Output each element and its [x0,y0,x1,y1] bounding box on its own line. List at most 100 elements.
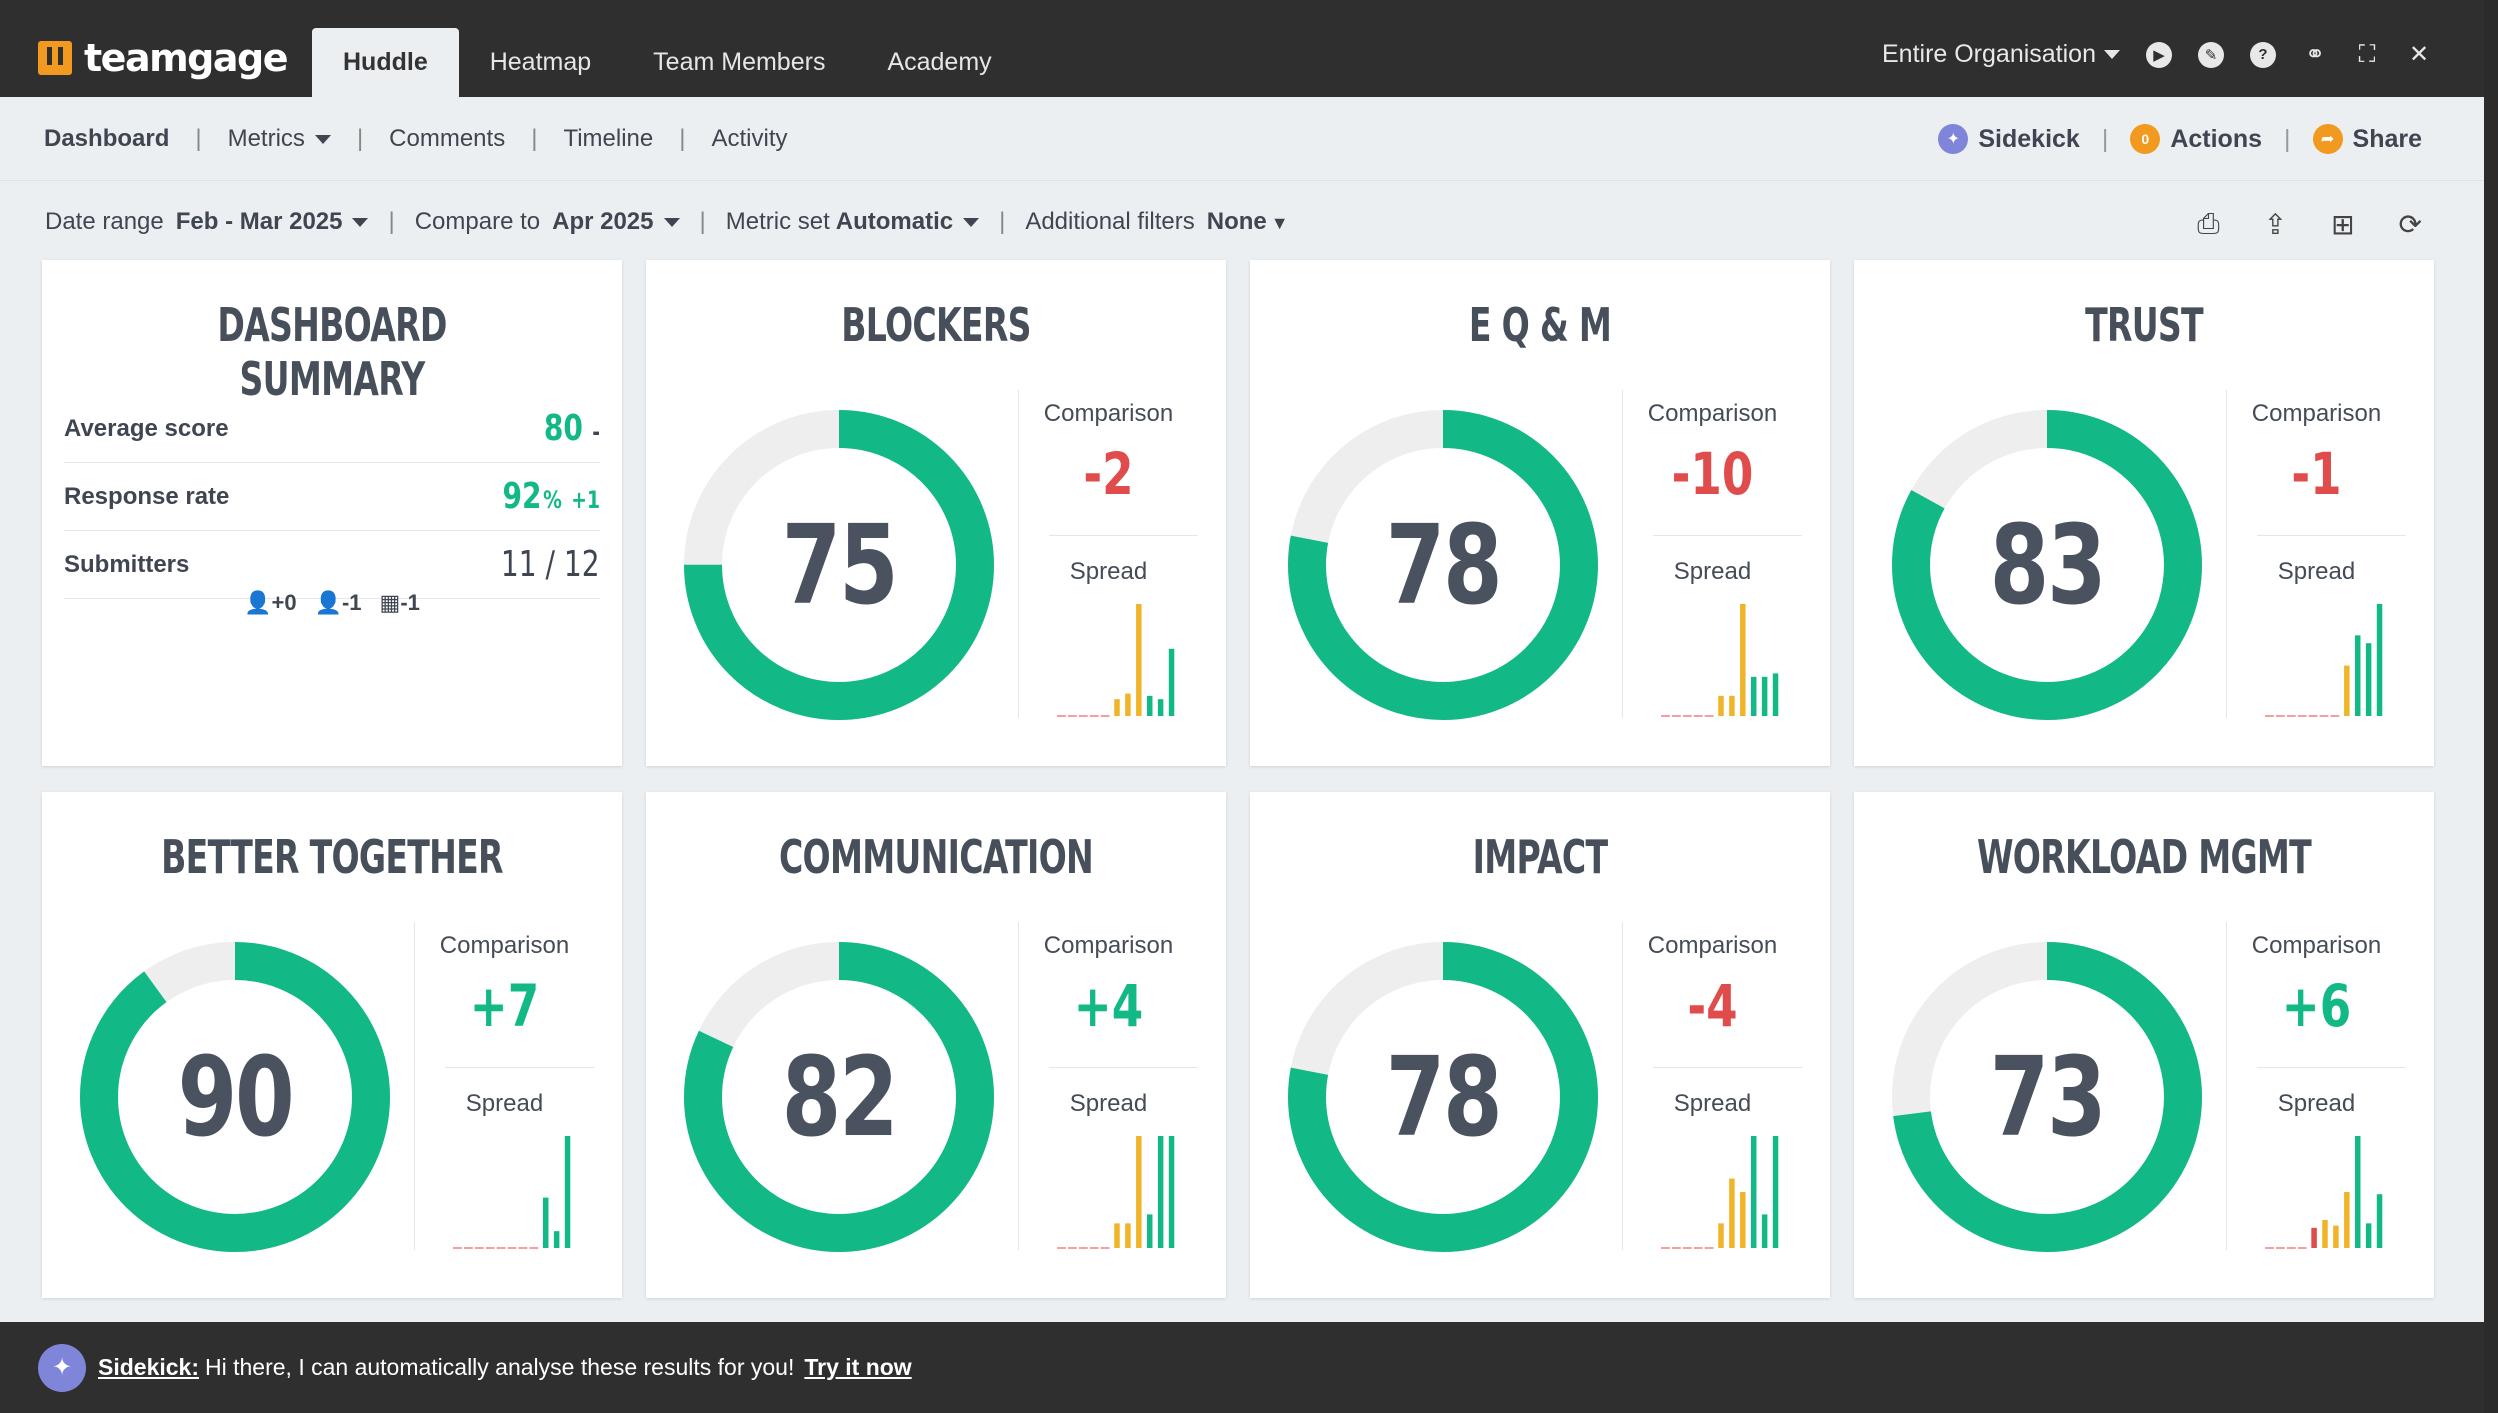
metric-title: BETTER TOGETHER [161,830,503,884]
spread-bar [564,1136,571,1248]
compare-value: Apr 2025 [552,208,654,235]
close-icon[interactable]: ✕ [2408,40,2430,68]
additional-filters[interactable]: Additional filters None ▼ [1025,208,1288,236]
chevron-down-icon [963,218,980,228]
actions-button[interactable]: 0 Actions [2130,124,2262,154]
comparison-value: -1 [2291,440,2342,508]
teamgage-logo-icon [38,41,72,75]
spread-bar [1146,695,1153,716]
logo[interactable]: teamgage [38,36,289,80]
metric-title: COMMUNICATION [778,830,1094,884]
dashboard-summary-card: DASHBOARD SUMMARY Average score 80 - Res… [42,260,622,766]
date-range-filter[interactable]: Date range Feb - Mar 2025 [45,208,369,236]
sidekick-avatar-icon: ✦ [38,1343,86,1392]
metric-card-eqm[interactable]: E Q & M 78 Comparison -10 Spread [1250,260,1830,766]
metric-card-communication[interactable]: COMMUNICATION 82 Comparison +4 Spread [646,792,1226,1298]
teams-icon[interactable]: ⊞ [2331,209,2355,240]
metric-side-panel: Comparison +4 Spread [1018,922,1198,1250]
refresh-icon[interactable]: ⟳ [2398,209,2422,240]
fullscreen-icon[interactable]: ⛶ [2358,40,2376,68]
sidekick-name[interactable]: Sidekick: [98,1354,199,1380]
metric-title: IMPACT [1472,830,1608,884]
members-removed: 👤-1 [315,590,362,616]
comparison-label: Comparison [1647,932,1778,959]
compare-filter[interactable]: Compare to Apr 2025 [415,208,680,236]
spread-bar [2376,604,2383,716]
subnav-items: Dashboard | Metrics | Comments | Timelin… [44,97,788,181]
response-rate-value-group: 92% +1 [503,476,600,517]
tab-heatmap[interactable]: Heatmap [489,48,592,76]
share-label: Share [2352,124,2422,153]
export-icon[interactable]: ⇪ [2263,209,2288,240]
comparison-label: Comparison [1043,932,1174,959]
play-icon[interactable]: ▶ [2146,41,2172,68]
metric-title: WORKLOAD MGMT [1976,830,2312,884]
chevron-down-icon [352,218,369,228]
metric-set-label: Metric set [725,208,830,235]
main-tabs: Huddle Heatmap Team Members Academy [312,28,1023,97]
filter-bar: Date range Feb - Mar 2025 | Compare to Apr… [0,182,2484,262]
subnav-activity[interactable]: Activity [711,125,788,152]
metric-card-trust[interactable]: TRUST 83 Comparison -1 Spread [1854,260,2434,766]
comparison-label: Comparison [1043,400,1174,427]
metric-side-panel: Comparison +7 Spread [414,922,594,1250]
metric-side-panel: Comparison -1 Spread [2226,390,2406,718]
sidekick-button[interactable]: ✦ Sidekick [1938,124,2080,154]
help-icon[interactable]: ? [2250,41,2276,68]
spread-bar [1718,695,1724,716]
metric-card-blockers[interactable]: BLOCKERS 75 Comparison -2 Spread [646,260,1226,766]
donut-score-arc [1288,942,1598,1252]
metric-title: BLOCKERS [841,298,1031,352]
submitters-label: Submitters [64,550,190,578]
date-range-value: Feb - Mar 2025 [175,208,343,235]
tab-team-members[interactable]: Team Members [653,48,826,76]
summary-footer: 👤+0 👤-1 ▦-1 [42,590,622,616]
tab-academy[interactable]: Academy [887,48,992,76]
comparison-value: -10 [1671,440,1754,508]
members-added: 👤+0 [244,590,297,616]
subnav-comments[interactable]: Comments [389,125,506,152]
subnav-metrics-label: Metrics [227,125,305,152]
spread-bar [1761,1214,1768,1248]
summary-title: DASHBOARD SUMMARY [217,298,447,406]
link-icon[interactable]: ⚭ [2304,40,2326,68]
metric-card-impact[interactable]: IMPACT 78 Comparison -4 Spread [1250,792,1830,1298]
metric-title: E Q & M [1468,298,1612,352]
tab-huddle[interactable]: Huddle [312,28,459,97]
print-icon[interactable]: ⎙ [2197,208,2220,239]
actions-count-badge: 0 [2130,124,2161,154]
compare-label: Compare to [414,208,541,235]
organisation-select[interactable]: Entire Organisation [1882,40,2120,69]
subnav-metrics[interactable]: Metrics [228,125,331,153]
chat-icon[interactable]: ✎ [2198,41,2224,68]
metric-side-panel: Comparison -2 Spread [1018,390,1198,718]
subnav-timeline[interactable]: Timeline [563,125,654,152]
share-button[interactable]: ➦ Share [2312,124,2422,154]
response-rate-unit: % [543,486,562,514]
metric-score: 75 [781,501,899,629]
try-it-now-link[interactable]: Try it now [804,1354,912,1380]
metric-card-workload-mgmt[interactable]: WORKLOAD MGMT 73 Comparison +6 Spread [1854,792,2434,1298]
spread-bar [2376,1194,2383,1248]
response-rate-value: 92 [502,476,542,517]
spread-bar [1750,676,1757,716]
spread-histogram [1661,604,1779,717]
subnav-dashboard[interactable]: Dashboard [44,125,170,152]
top-right-controls: Entire Organisation ▶ ✎ ? ⚭ ⛶ ✕ [1882,40,2432,69]
spread-bar [542,1197,549,1248]
metric-score: 82 [781,1033,899,1161]
spread-bar [553,1231,560,1248]
spread-histogram [1661,1136,1779,1249]
metric-set-filter[interactable]: Metric set Automatic [725,208,980,236]
average-score-delta: - [592,418,600,446]
metric-card-better-together[interactable]: BETTER TOGETHER 90 Comparison +7 Spread [42,792,622,1298]
score-donut-chart [684,942,994,1252]
divider [2257,1067,2406,1068]
filters: Date range Feb - Mar 2025 | Compare to Apr… [45,182,1289,262]
divider: | [195,125,202,152]
spread-label: Spread [2277,1090,2356,1117]
spread-bar [2344,1192,2350,1248]
donut-score-arc [684,942,994,1252]
score-donut-chart [1288,410,1598,720]
